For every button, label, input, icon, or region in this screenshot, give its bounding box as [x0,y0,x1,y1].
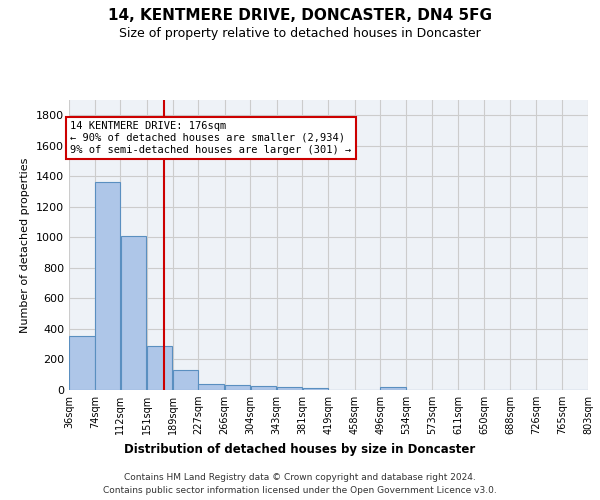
Text: Contains HM Land Registry data © Crown copyright and database right 2024.: Contains HM Land Registry data © Crown c… [124,472,476,482]
Bar [147,346,172,390]
Bar [225,384,250,390]
Text: Distribution of detached houses by size in Doncaster: Distribution of detached houses by size … [124,442,476,456]
Bar [173,370,198,390]
Bar [199,384,224,390]
Text: Size of property relative to detached houses in Doncaster: Size of property relative to detached ho… [119,28,481,40]
Text: 14, KENTMERE DRIVE, DONCASTER, DN4 5FG: 14, KENTMERE DRIVE, DONCASTER, DN4 5FG [108,8,492,22]
Bar [69,336,95,390]
Y-axis label: Number of detached properties: Number of detached properties [20,158,31,332]
Bar [302,388,328,390]
Bar [95,182,120,390]
Bar [251,386,276,390]
Bar [277,387,302,390]
Text: 14 KENTMERE DRIVE: 176sqm
← 90% of detached houses are smaller (2,934)
9% of sem: 14 KENTMERE DRIVE: 176sqm ← 90% of detac… [70,122,352,154]
Bar [380,388,406,390]
Text: Contains public sector information licensed under the Open Government Licence v3: Contains public sector information licen… [103,486,497,495]
Bar [121,236,146,390]
